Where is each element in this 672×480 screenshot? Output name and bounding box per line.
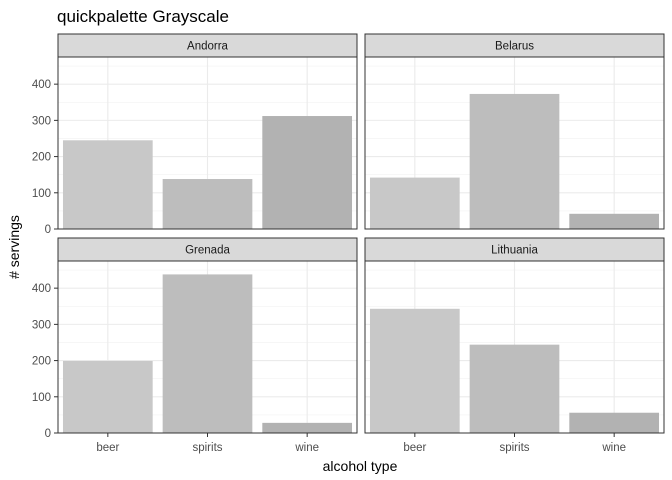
bar-lithuania-wine (569, 412, 660, 433)
y-tick-label: 400 (32, 283, 51, 295)
facet-label: Grenada (185, 245, 230, 257)
bar-andorra-spirits (162, 179, 253, 229)
bar-belarus-wine (569, 213, 660, 229)
bar-grenada-spirits (162, 274, 253, 433)
y-tick-label: 200 (32, 356, 51, 368)
facet-label: Belarus (495, 41, 534, 53)
x-tick-label: wine (294, 442, 319, 454)
y-axis-title: # servings (6, 215, 22, 279)
facet-label: Andorra (187, 41, 229, 53)
bar-andorra-wine (262, 116, 353, 229)
y-tick-label: 200 (32, 152, 51, 164)
panel-border (364, 56, 665, 230)
bar-belarus-spirits (469, 93, 560, 229)
chart-title: quickpalette Grayscale (57, 7, 229, 26)
facet-label: Lithuania (491, 245, 538, 257)
x-axis-title: alcohol type (323, 458, 398, 474)
bar-andorra-beer (62, 140, 153, 229)
bar-grenada-wine (262, 422, 353, 433)
y-tick-label: 0 (45, 224, 51, 236)
y-tick-label: 100 (32, 392, 51, 404)
y-tick-label: 100 (32, 188, 51, 200)
x-tick-label: beer (403, 442, 426, 454)
panels-group: Andorra 0 100 200 300 400 Belarus Grenada 0 100 20… (32, 33, 665, 454)
y-tick-label: 0 (45, 428, 51, 440)
y-tick-label: 300 (32, 319, 51, 331)
x-tick-label: wine (601, 442, 626, 454)
bar-lithuania-spirits (469, 344, 560, 433)
bar-belarus-beer (369, 177, 460, 229)
x-tick-label: beer (96, 442, 119, 454)
bar-lithuania-beer (369, 308, 460, 433)
y-tick-label: 400 (32, 79, 51, 91)
panel-border (57, 56, 358, 230)
x-tick-label: spirits (499, 442, 529, 454)
y-tick-label: 300 (32, 115, 51, 127)
bar-grenada-beer (62, 360, 153, 433)
x-tick-label: spirits (192, 442, 222, 454)
